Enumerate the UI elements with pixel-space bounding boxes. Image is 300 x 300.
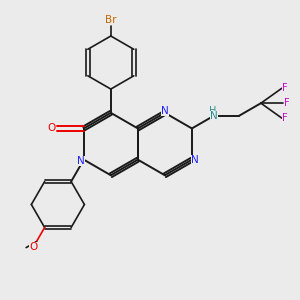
Text: F: F xyxy=(283,113,288,123)
Text: F: F xyxy=(283,83,288,93)
Text: F: F xyxy=(284,98,289,108)
Text: N: N xyxy=(161,106,169,116)
Text: N: N xyxy=(77,156,85,166)
Text: O: O xyxy=(29,242,37,252)
Text: O: O xyxy=(48,124,56,134)
Text: N: N xyxy=(191,155,199,165)
Text: Br: Br xyxy=(105,15,117,25)
Text: H: H xyxy=(208,106,216,116)
Text: N: N xyxy=(210,111,218,121)
